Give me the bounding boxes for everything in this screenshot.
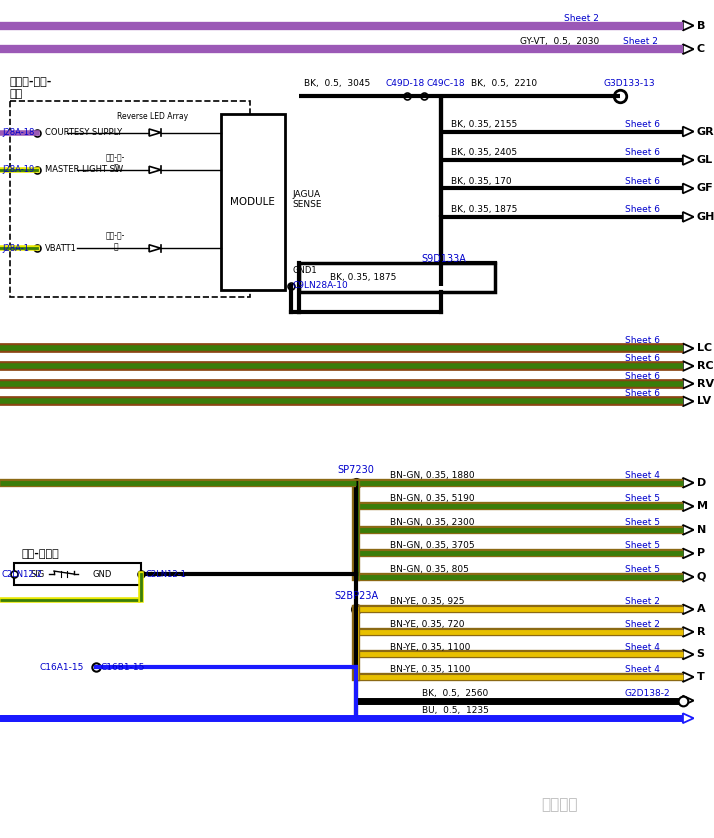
Text: BN-GN, 0.35, 3705: BN-GN, 0.35, 3705 xyxy=(391,541,475,551)
Text: 前部: 前部 xyxy=(10,90,23,100)
Text: GH: GH xyxy=(697,212,714,222)
Bar xyxy=(14,563,141,585)
Text: Q: Q xyxy=(697,572,706,582)
Text: S: S xyxy=(697,649,705,660)
Text: GL: GL xyxy=(697,155,713,165)
Text: Sheet 6: Sheet 6 xyxy=(625,372,660,380)
Text: 地图-灯-
左: 地图-灯- 左 xyxy=(106,232,126,251)
Text: Sheet 6: Sheet 6 xyxy=(625,390,660,398)
Text: BU,  0.5,  1235: BU, 0.5, 1235 xyxy=(422,706,489,716)
Text: C49C-18: C49C-18 xyxy=(427,79,466,87)
Text: P: P xyxy=(697,548,705,558)
Text: N: N xyxy=(697,525,706,535)
Text: BN-YE, 0.35, 1100: BN-YE, 0.35, 1100 xyxy=(391,643,471,651)
Text: Sheet 4: Sheet 4 xyxy=(625,665,660,674)
Text: T: T xyxy=(697,672,704,682)
Text: BN-GN, 0.35, 805: BN-GN, 0.35, 805 xyxy=(391,565,469,574)
Text: MODULE: MODULE xyxy=(230,197,275,207)
Bar xyxy=(221,114,284,291)
Text: BN-YE, 0.35, 720: BN-YE, 0.35, 720 xyxy=(391,620,465,629)
Text: C9LN28A-10: C9LN28A-10 xyxy=(292,281,348,290)
Text: BK, 0.35, 1875: BK, 0.35, 1875 xyxy=(451,205,518,214)
Text: BK, 0.35, 2155: BK, 0.35, 2155 xyxy=(451,120,518,128)
Text: G3D133-13: G3D133-13 xyxy=(603,79,655,87)
Text: Sheet 5: Sheet 5 xyxy=(625,518,660,527)
Text: S2BP23A: S2BP23A xyxy=(334,592,378,602)
Text: A: A xyxy=(697,604,705,614)
Text: RV: RV xyxy=(697,379,714,389)
Text: C49D-18: C49D-18 xyxy=(386,79,425,87)
Text: Sheet 6: Sheet 6 xyxy=(625,336,660,345)
Text: B: B xyxy=(697,21,705,31)
Text: BN-YE, 0.35, 1100: BN-YE, 0.35, 1100 xyxy=(391,665,471,674)
Text: VBATT1: VBATT1 xyxy=(45,244,77,253)
Text: GR: GR xyxy=(697,127,714,137)
Text: BK, 0.35, 1875: BK, 0.35, 1875 xyxy=(330,273,396,282)
Text: 控制台-顶置-: 控制台-顶置- xyxy=(10,76,52,86)
Text: J28A-18: J28A-18 xyxy=(2,128,34,137)
Text: C16A1-15: C16A1-15 xyxy=(39,663,84,672)
Text: Sheet 5: Sheet 5 xyxy=(625,541,660,551)
Bar xyxy=(299,263,496,292)
Text: C2LN12-2: C2LN12-2 xyxy=(2,570,43,578)
Text: BN-GN, 0.35, 5190: BN-GN, 0.35, 5190 xyxy=(391,494,475,504)
Text: RC: RC xyxy=(697,361,713,371)
Text: COURTESY SUPPLY: COURTESY SUPPLY xyxy=(45,128,122,137)
Text: G2D138-2: G2D138-2 xyxy=(625,689,670,697)
Text: Sheet 4: Sheet 4 xyxy=(625,643,660,651)
Text: BK,  0.5,  3045: BK, 0.5, 3045 xyxy=(304,79,371,87)
Text: 开关-杂物箱: 开关-杂物箱 xyxy=(21,550,59,560)
Text: Sheet 2: Sheet 2 xyxy=(563,13,598,23)
Text: C2LN12-1: C2LN12-1 xyxy=(145,570,186,578)
Text: Sheet 6: Sheet 6 xyxy=(625,120,660,128)
Text: SP7230: SP7230 xyxy=(338,465,375,475)
Text: Sheet 6: Sheet 6 xyxy=(625,354,660,363)
Text: J28A-1: J28A-1 xyxy=(2,244,29,253)
Bar xyxy=(10,101,250,297)
Text: 地图-灯-
右: 地图-灯- 右 xyxy=(106,153,126,173)
Text: D: D xyxy=(697,478,706,488)
Text: J28A-19: J28A-19 xyxy=(2,165,34,174)
Text: S9D133A: S9D133A xyxy=(422,254,467,264)
Text: Sheet 4: Sheet 4 xyxy=(625,471,660,480)
Text: Sheet 6: Sheet 6 xyxy=(625,205,660,214)
Text: SIG: SIG xyxy=(30,570,44,578)
Text: GF: GF xyxy=(697,184,713,194)
Text: M: M xyxy=(697,501,708,511)
Text: Sheet 6: Sheet 6 xyxy=(625,148,660,157)
Text: Sheet 5: Sheet 5 xyxy=(625,565,660,574)
Text: Sheet 6: Sheet 6 xyxy=(625,177,660,185)
Text: LC: LC xyxy=(697,344,712,354)
Text: BK,  0.5,  2560: BK, 0.5, 2560 xyxy=(422,689,488,697)
Text: GY-VT,  0.5,  2030: GY-VT, 0.5, 2030 xyxy=(520,37,599,46)
Text: MASTER LIGHT SW: MASTER LIGHT SW xyxy=(45,165,124,174)
Text: BK, 0.35, 2405: BK, 0.35, 2405 xyxy=(451,148,518,157)
Text: BN-YE, 0.35, 925: BN-YE, 0.35, 925 xyxy=(391,597,465,607)
Text: R: R xyxy=(697,627,705,637)
Text: BK, 0.35, 170: BK, 0.35, 170 xyxy=(451,177,512,185)
Text: GND1: GND1 xyxy=(292,266,317,276)
Text: BN-GN, 0.35, 1880: BN-GN, 0.35, 1880 xyxy=(391,471,475,480)
Text: Sheet 2: Sheet 2 xyxy=(623,37,658,46)
Text: BN-GN, 0.35, 2300: BN-GN, 0.35, 2300 xyxy=(391,518,475,527)
Text: Sheet 2: Sheet 2 xyxy=(625,620,660,629)
Text: LV: LV xyxy=(697,396,710,406)
Text: JAGUA
SENSE: JAGUA SENSE xyxy=(292,189,322,209)
Text: C: C xyxy=(697,44,705,54)
Text: Sheet 5: Sheet 5 xyxy=(625,494,660,504)
Text: 汽修帮手: 汽修帮手 xyxy=(541,798,578,812)
Text: Sheet 2: Sheet 2 xyxy=(625,597,660,607)
Text: GND: GND xyxy=(92,570,111,578)
Text: Reverse LED Array: Reverse LED Array xyxy=(116,112,188,121)
Text: BK,  0.5,  2210: BK, 0.5, 2210 xyxy=(471,79,537,87)
Text: C16B1-15: C16B1-15 xyxy=(100,663,144,672)
